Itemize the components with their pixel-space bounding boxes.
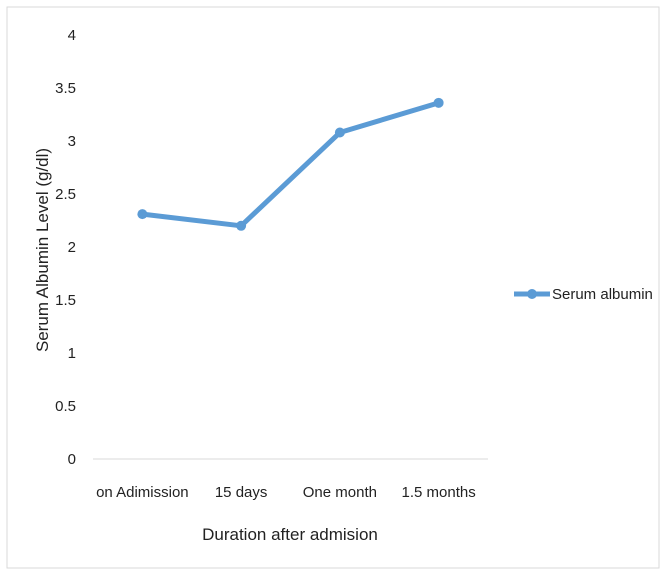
x-tick-label: One month <box>303 484 377 501</box>
y-tick-label: 3.5 <box>55 80 76 97</box>
data-point <box>236 220 247 231</box>
y-tick-label: 2 <box>68 239 76 256</box>
y-tick-label: 0 <box>68 451 76 468</box>
data-point <box>433 97 444 108</box>
chart-border <box>6 6 660 569</box>
y-tick-label: 1.5 <box>55 292 76 309</box>
legend: Serum albumin <box>514 286 653 303</box>
y-tick-label: 1 <box>68 345 76 362</box>
x-tick-label: 1.5 months <box>402 484 476 501</box>
x-axis-title: Duration after admision <box>202 525 378 544</box>
series-line <box>142 100 440 229</box>
y-tick-labels: 0 0.5 1 1.5 2 2.5 3 3.5 4 <box>55 27 76 468</box>
y-tick-label: 0.5 <box>55 398 76 415</box>
data-point <box>334 127 345 138</box>
x-tick-label: 15 days <box>215 484 268 501</box>
legend-label: Serum albumin <box>552 286 653 303</box>
y-axis-title: Serum Albumin Level (g/dl) <box>33 148 52 352</box>
y-tick-label: 2.5 <box>55 186 76 203</box>
y-tick-label: 4 <box>68 27 76 44</box>
x-tick-labels: on Adimission 15 days One month 1.5 months <box>96 484 476 501</box>
x-tick-label: on Adimission <box>96 484 189 501</box>
data-point <box>137 209 148 220</box>
series-group <box>137 97 444 231</box>
y-tick-label: 3 <box>68 133 76 150</box>
legend-marker <box>527 289 537 299</box>
